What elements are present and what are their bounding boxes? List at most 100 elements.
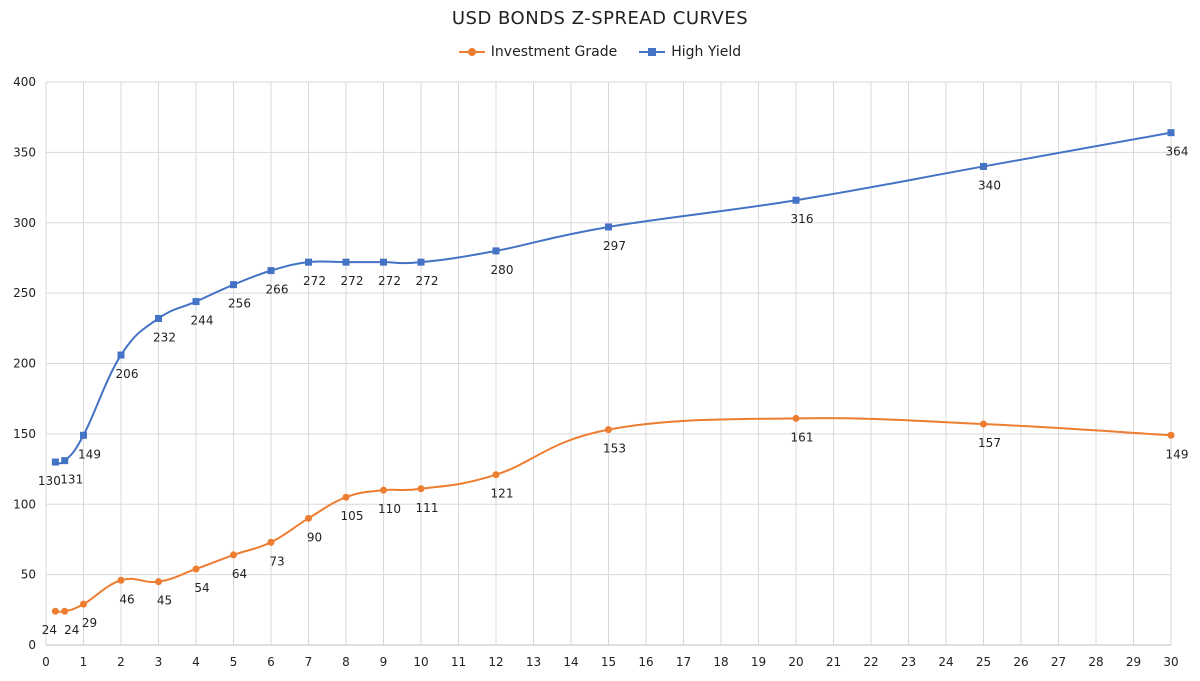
- x-tick-label: 0: [42, 655, 50, 669]
- data-point-high-yield: [305, 258, 312, 266]
- data-point-high-yield: [80, 431, 87, 439]
- series-line-high-yield: [55, 131, 1172, 465]
- x-tick-label: 27: [1051, 655, 1066, 669]
- y-tick-label: 0: [28, 638, 36, 652]
- data-label-high-yield: 244: [191, 314, 214, 328]
- x-tick-label: 17: [676, 655, 691, 669]
- data-point-high-yield: [380, 258, 387, 266]
- data-point-investment-grade: [417, 485, 425, 493]
- data-point-high-yield: [155, 314, 162, 322]
- data-point-investment-grade: [267, 538, 275, 546]
- legend-swatch-high-yield: [639, 47, 666, 57]
- x-tick-label: 12: [488, 655, 503, 669]
- data-label-investment-grade: 73: [269, 554, 284, 568]
- x-tick-label: 28: [1088, 655, 1103, 669]
- data-label-high-yield: 149: [78, 447, 101, 461]
- data-point-high-yield: [61, 457, 69, 465]
- legend-item-investment-grade: Investment Grade: [458, 44, 618, 60]
- data-point-investment-grade: [80, 600, 87, 608]
- data-point-high-yield: [1167, 129, 1175, 137]
- x-tick-label: 11: [451, 655, 466, 669]
- data-label-high-yield: 280: [491, 263, 514, 277]
- x-tick-label: 18: [713, 655, 728, 669]
- data-label-high-yield: 256: [228, 297, 251, 311]
- data-point-high-yield: [342, 258, 350, 266]
- x-tick-label: 7: [305, 655, 313, 669]
- x-tick-label: 6: [267, 655, 275, 669]
- x-tick-label: 15: [601, 655, 616, 669]
- data-point-high-yield: [267, 267, 275, 275]
- data-label-high-yield: 340: [978, 178, 1001, 192]
- x-tick-label: 8: [342, 655, 350, 669]
- data-label-investment-grade: 90: [307, 530, 322, 544]
- y-tick-label: 200: [13, 357, 36, 371]
- data-label-high-yield: 297: [603, 239, 626, 253]
- data-label-investment-grade: 24: [64, 623, 79, 637]
- data-label-investment-grade: 105: [341, 509, 364, 523]
- data-point-investment-grade: [605, 426, 612, 434]
- chart-title: USD BONDS Z-SPREAD CURVES: [451, 8, 749, 29]
- data-label-investment-grade: 161: [791, 430, 814, 444]
- x-tick-label: 13: [526, 655, 541, 669]
- data-label-high-yield: 232: [153, 330, 176, 344]
- data-label-investment-grade: 64: [232, 567, 247, 581]
- data-point-investment-grade: [155, 578, 162, 586]
- data-label-investment-grade: 111: [416, 501, 439, 515]
- x-tick-label: 29: [1126, 655, 1141, 669]
- data-point-high-yield: [417, 258, 425, 266]
- data-label-high-yield: 266: [266, 283, 289, 297]
- data-label-high-yield: 272: [303, 274, 326, 288]
- data-point-high-yield: [980, 162, 987, 170]
- y-tick-label: 50: [21, 568, 36, 582]
- y-tick-label: 400: [13, 75, 36, 89]
- data-point-investment-grade: [117, 576, 125, 584]
- y-tick-label: 300: [13, 216, 36, 230]
- x-tick-label: 24: [938, 655, 953, 669]
- x-tick-label: 4: [192, 655, 200, 669]
- data-label-investment-grade: 29: [82, 616, 97, 630]
- data-point-investment-grade: [305, 514, 312, 522]
- legend-label-investment-grade: Investment Grade: [490, 44, 618, 60]
- data-label-high-yield: 272: [341, 274, 364, 288]
- x-tick-label: 10: [413, 655, 428, 669]
- data-point-investment-grade: [192, 565, 200, 573]
- data-label-investment-grade: 153: [603, 442, 626, 456]
- x-tick-label: 19: [751, 655, 766, 669]
- data-label-high-yield: 364: [1166, 145, 1189, 159]
- data-label-investment-grade: 24: [42, 623, 57, 637]
- data-point-investment-grade: [1167, 431, 1175, 439]
- data-point-investment-grade: [342, 493, 350, 501]
- x-tick-label: 25: [976, 655, 991, 669]
- x-tick-label: 3: [155, 655, 163, 669]
- data-point-high-yield: [192, 298, 200, 306]
- data-label-high-yield: 130: [38, 474, 61, 488]
- x-tick-label: 20: [788, 655, 803, 669]
- x-tick-label: 30: [1163, 655, 1178, 669]
- data-label-investment-grade: 45: [157, 594, 172, 608]
- y-tick-label: 250: [13, 286, 36, 300]
- data-label-investment-grade: 46: [119, 592, 134, 606]
- data-label-high-yield: 316: [791, 212, 814, 226]
- legend-label-high-yield: High Yield: [671, 44, 742, 60]
- data-point-investment-grade: [492, 471, 500, 479]
- x-tick-label: 5: [230, 655, 238, 669]
- data-label-high-yield: 272: [378, 274, 401, 288]
- x-tick-label: 16: [638, 655, 653, 669]
- data-point-high-yield: [492, 247, 500, 255]
- data-point-investment-grade: [792, 414, 800, 422]
- data-point-investment-grade: [61, 607, 69, 615]
- chart-legend: Investment Grade High Yield: [0, 44, 1200, 60]
- data-point-high-yield: [117, 351, 125, 359]
- data-point-high-yield: [605, 223, 612, 231]
- y-tick-label: 350: [13, 145, 36, 159]
- y-tick-label: 150: [13, 427, 36, 441]
- data-label-investment-grade: 54: [194, 581, 209, 595]
- x-tick-label: 9: [380, 655, 388, 669]
- x-tick-label: 22: [863, 655, 878, 669]
- data-point-investment-grade: [51, 607, 59, 615]
- legend-swatch-investment-grade: [458, 47, 485, 57]
- data-label-high-yield: 206: [116, 367, 139, 381]
- x-tick-label: 21: [826, 655, 841, 669]
